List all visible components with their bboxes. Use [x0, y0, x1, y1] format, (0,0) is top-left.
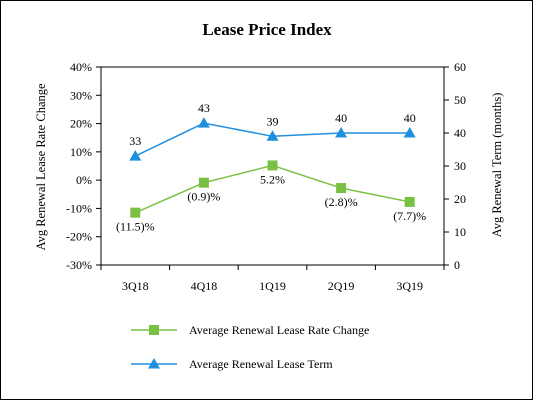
left-tick-label: 20% — [70, 117, 92, 131]
legend: Average Renewal Lease Rate Change Average… — [131, 323, 369, 371]
rate-change-marker — [198, 177, 209, 188]
x-tick-label: 3Q18 — [122, 279, 149, 293]
lease-term-marker — [129, 150, 142, 161]
rate-change-data-label: (7.7)% — [393, 209, 426, 223]
left-tick-label: -10% — [66, 201, 92, 215]
lease-term-data-label: 33 — [129, 134, 141, 148]
right-axis-ticks: 60 50 40 30 20 10 0 — [444, 60, 466, 272]
right-axis-label: Avg Renewal Term (months) — [490, 93, 504, 238]
lease-term-marker — [197, 117, 210, 128]
rate-change-data-label: (11.5)% — [116, 220, 155, 234]
lease-term-data-label: 40 — [335, 111, 347, 125]
rate-change-marker — [267, 160, 278, 171]
legend-lease-term-marker — [148, 358, 160, 369]
right-tick-label: 20 — [454, 192, 466, 206]
legend-lease-term-label: Average Renewal Lease Term — [189, 357, 333, 371]
x-tick-label: 3Q19 — [396, 279, 423, 293]
right-tick-label: 40 — [454, 126, 466, 140]
x-tick-label: 4Q18 — [191, 279, 218, 293]
lease-term-marker — [335, 127, 348, 138]
rate-change-data-label: (2.8)% — [325, 195, 358, 209]
legend-rate-change-marker — [149, 325, 159, 335]
right-tick-label: 30 — [454, 159, 466, 173]
rate-change-data-label: (0.9)% — [187, 190, 220, 204]
series-layer: (11.5)% (0.9)% 5.2% (2.8)% (7.7)% 33 43 39 40 40 — [116, 101, 426, 234]
left-axis-ticks: 40% 30% 20% 10% 0% -10% -20% -30% — [66, 60, 101, 272]
rate-change-marker — [404, 196, 415, 207]
lease-term-data-label: 39 — [267, 114, 279, 128]
rate-change-marker — [130, 207, 141, 218]
x-axis-ticks: 3Q18 4Q18 1Q19 2Q19 3Q19 — [100, 265, 445, 293]
right-tick-label: 60 — [454, 60, 466, 74]
chart-title: Lease Price Index — [202, 20, 332, 39]
lease-term-marker — [266, 130, 279, 141]
rate-change-marker — [336, 183, 347, 194]
left-tick-label: 30% — [70, 88, 92, 102]
left-tick-label: -20% — [66, 230, 92, 244]
left-tick-label: 40% — [70, 60, 92, 74]
x-tick-label: 1Q19 — [259, 279, 286, 293]
lease-term-marker — [403, 127, 416, 138]
lease-term-data-label: 43 — [198, 101, 210, 115]
right-tick-label: 0 — [454, 258, 460, 272]
right-tick-label: 50 — [454, 93, 466, 107]
lease-term-data-label: 40 — [404, 111, 416, 125]
right-tick-label: 10 — [454, 225, 466, 239]
legend-rate-change-label: Average Renewal Lease Rate Change — [189, 323, 369, 337]
left-tick-label: 0% — [76, 173, 92, 187]
left-tick-label: -30% — [66, 258, 92, 272]
left-axis-label: Avg Renewal Lease Rate Change — [34, 83, 48, 251]
x-tick-label: 2Q19 — [328, 279, 355, 293]
rate-change-data-label: 5.2% — [260, 172, 285, 186]
left-tick-label: 10% — [70, 145, 92, 159]
